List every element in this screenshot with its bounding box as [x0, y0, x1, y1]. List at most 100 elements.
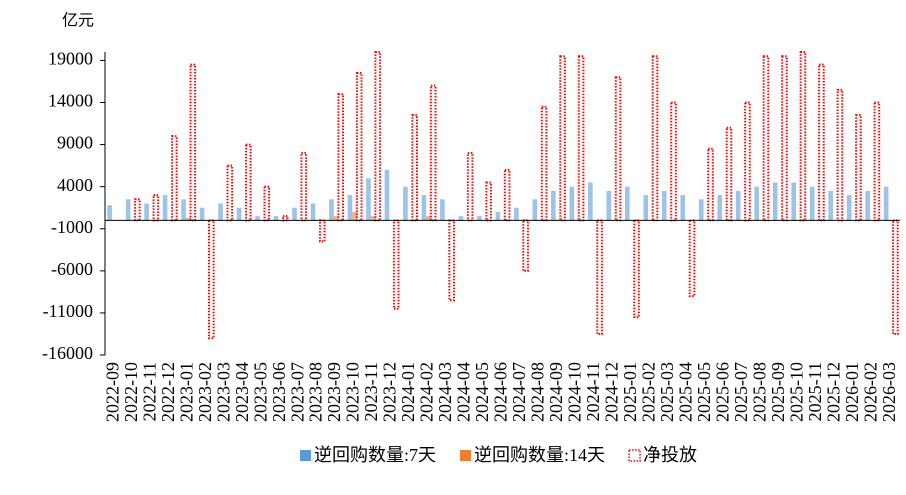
x-tick-label: 2025-03	[657, 362, 677, 422]
net-bar	[873, 101, 881, 222]
bar	[458, 216, 464, 221]
x-tick-label: 2024-02	[417, 362, 437, 422]
y-tick-label: -6000	[51, 259, 93, 279]
x-tick-label: 2026-01	[842, 362, 862, 422]
bar	[606, 190, 612, 221]
bar	[218, 203, 223, 221]
bar	[347, 195, 353, 221]
bar	[384, 169, 390, 221]
x-tick-label: 2024-08	[528, 362, 548, 422]
x-tick-label: 2023-12	[380, 362, 400, 422]
y-tick-label: -1000	[51, 217, 93, 237]
net-bar	[670, 101, 677, 222]
bar	[333, 216, 339, 221]
bar	[791, 182, 797, 221]
bar	[772, 182, 778, 221]
bar	[421, 195, 427, 221]
net-bar	[485, 181, 492, 222]
bar	[828, 190, 833, 221]
net-bar	[281, 215, 289, 222]
legend-label: 净投放	[643, 445, 697, 465]
legend-label: 逆回购数量:14天	[474, 445, 605, 465]
legend-swatch	[628, 449, 641, 462]
x-tick-label: 2023-02	[195, 362, 215, 422]
legend-label: 逆回购数量:7天	[314, 445, 436, 465]
bar	[352, 211, 357, 221]
legend-swatch	[460, 450, 472, 461]
y-axis-label: 亿元	[62, 12, 94, 30]
x-tick-label: 2025-05	[694, 362, 714, 422]
bar	[865, 190, 870, 221]
net-bar	[781, 55, 788, 222]
bar	[551, 190, 556, 221]
net-bar	[744, 101, 751, 222]
bar	[144, 203, 149, 221]
y-tick-label: 4000	[57, 175, 93, 195]
x-tick-label: 2025-08	[749, 362, 769, 422]
bar	[569, 186, 575, 221]
net-bar	[448, 219, 455, 302]
bar	[440, 199, 445, 221]
net-bar	[374, 51, 382, 222]
net-bar	[503, 168, 511, 222]
net-bar	[207, 219, 215, 340]
x-tick-label: 2024-11	[583, 362, 603, 421]
y-tick-label: -16000	[42, 343, 93, 363]
x-tick-label: 2023-07	[287, 362, 307, 422]
x-tick-label: 2025-11	[805, 362, 825, 421]
x-tick-label: 2023-09	[324, 362, 344, 422]
net-bar	[836, 88, 844, 222]
x-tick-label: 2023-04	[232, 362, 252, 422]
bar	[846, 195, 852, 221]
x-tick-label: 2025-04	[676, 362, 696, 422]
bar	[292, 207, 297, 221]
x-tick-label: 2023-05	[250, 362, 270, 422]
net-bar	[559, 55, 566, 222]
bar	[588, 182, 593, 221]
x-tick-label: 2023-06	[269, 362, 289, 422]
x-tick-label: 2023-03	[213, 362, 233, 422]
net-bar	[171, 135, 178, 222]
net-bar	[429, 84, 437, 222]
x-tick-label: 2025-10	[786, 362, 806, 422]
y-tick-label: 14000	[48, 91, 93, 111]
bar	[403, 186, 408, 221]
bar	[366, 178, 371, 221]
net-bar	[337, 93, 345, 222]
net-bar	[263, 185, 271, 222]
bar	[754, 186, 760, 221]
bar	[883, 186, 889, 221]
net-bar	[300, 152, 308, 222]
net-bar	[651, 55, 659, 222]
y-tick-label: 19000	[48, 49, 93, 69]
x-tick-label: 2024-12	[602, 362, 622, 422]
net-bar	[633, 219, 640, 319]
net-bar	[577, 55, 585, 222]
bar	[661, 190, 667, 221]
bar	[255, 216, 260, 221]
net-bar	[725, 126, 733, 222]
net-bar	[762, 55, 770, 222]
bar	[495, 211, 501, 221]
net-bar	[355, 72, 363, 222]
legend-swatch	[300, 450, 311, 461]
x-tick-label: 2025-12	[823, 362, 843, 422]
bar	[698, 199, 704, 221]
net-bar	[799, 51, 807, 222]
x-tick-label: 2025-02	[639, 362, 659, 422]
bar	[125, 199, 131, 221]
x-tick-label: 2024-05	[472, 362, 492, 422]
x-tick-label: 2023-10	[343, 362, 363, 422]
bar	[514, 207, 519, 221]
bar	[717, 195, 723, 221]
net-bar	[614, 76, 622, 222]
net-bar	[134, 198, 141, 222]
bar	[162, 195, 168, 221]
bar	[185, 217, 191, 221]
x-tick-label: 2022-12	[158, 362, 178, 422]
bar	[624, 186, 630, 221]
net-bar	[411, 114, 418, 222]
bar	[680, 195, 686, 221]
x-tick-label: 2025-07	[731, 362, 751, 422]
